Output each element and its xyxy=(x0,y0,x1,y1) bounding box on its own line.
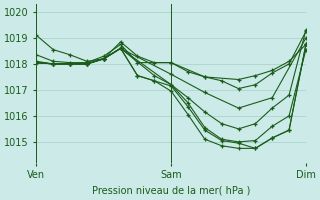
X-axis label: Pression niveau de la mer( hPa ): Pression niveau de la mer( hPa ) xyxy=(92,186,250,196)
